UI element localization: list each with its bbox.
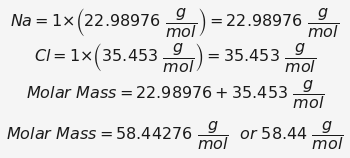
Text: $\mathit{Na} = 1{\times}\left(22.98976\ \dfrac{g}{mol}\right){=}22.98976\ \dfrac: $\mathit{Na} = 1{\times}\left(22.98976\ … — [10, 6, 340, 39]
Text: $\mathit{Cl} = 1{\times}\left(35.453\ \dfrac{g}{mol}\right){=}35.453\ \dfrac{g}{: $\mathit{Cl} = 1{\times}\left(35.453\ \d… — [34, 41, 316, 74]
Text: $\mathit{Molar\ Mass} = 58.44276\ \dfrac{g}{mol}\ \ \mathit{or}\ 58.44\ \dfrac{g: $\mathit{Molar\ Mass} = 58.44276\ \dfrac… — [6, 119, 344, 152]
Text: $\mathit{Molar\ Mass} = 22.98976 + 35.453\ \dfrac{g}{mol}$: $\mathit{Molar\ Mass} = 22.98976 + 35.45… — [26, 78, 324, 111]
